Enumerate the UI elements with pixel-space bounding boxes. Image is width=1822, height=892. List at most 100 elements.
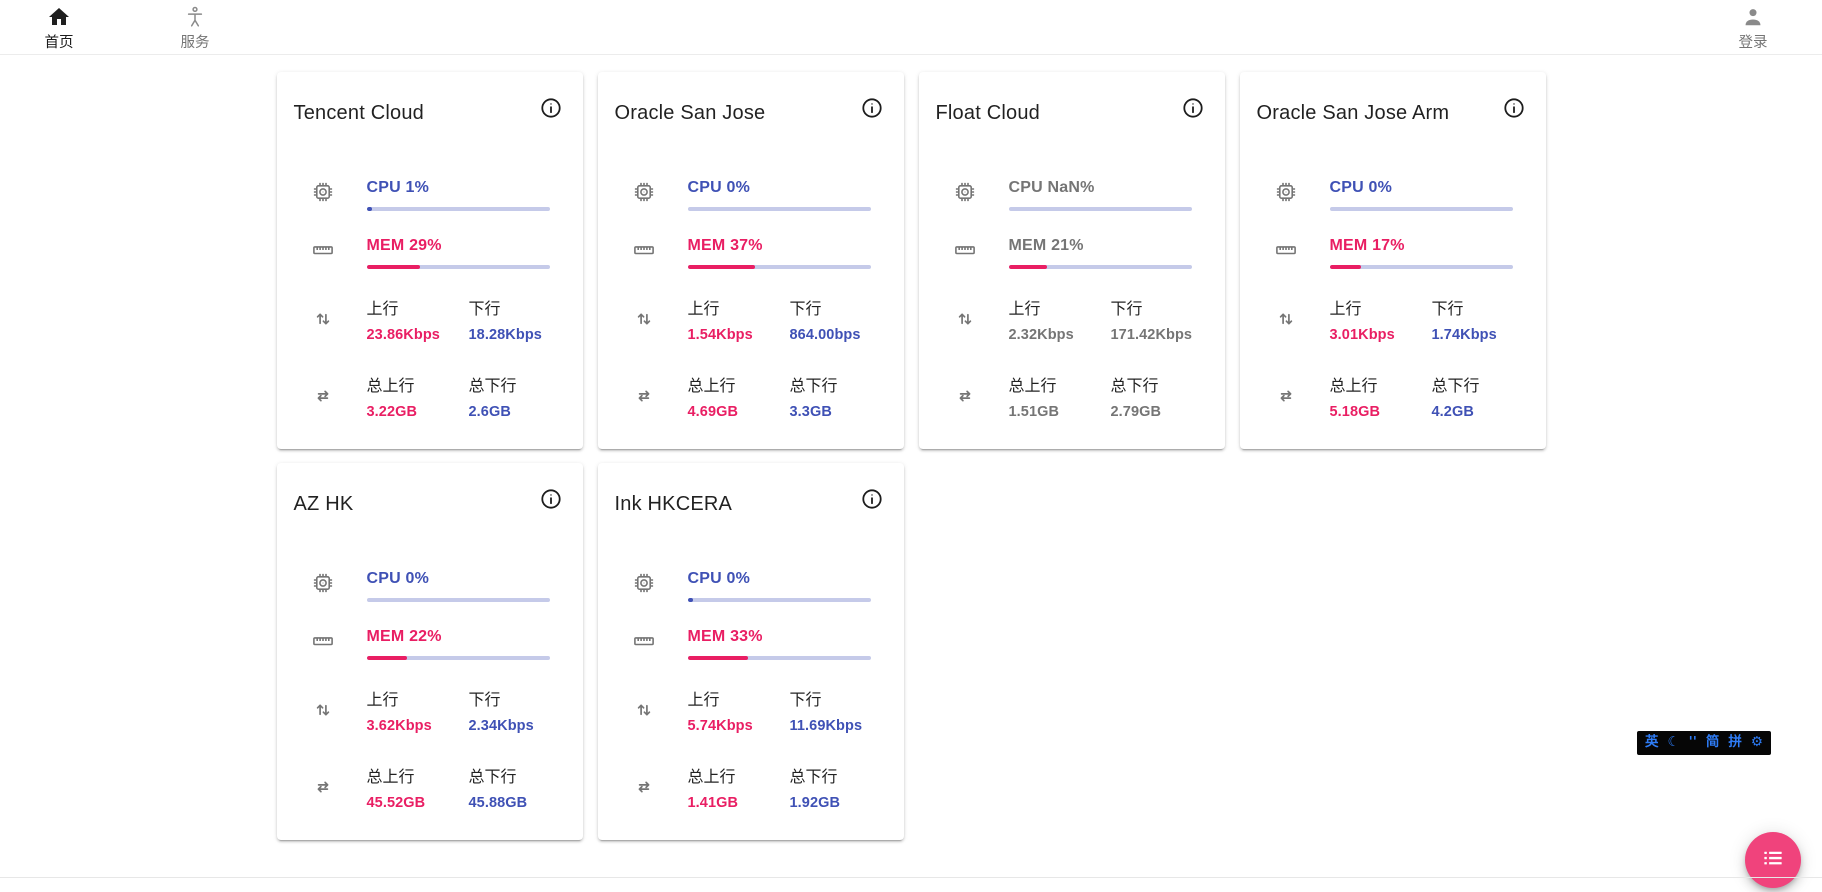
upload-speed: 2.32Kbps — [1008, 327, 1074, 343]
cpu-chip-icon — [615, 179, 688, 211]
total-row: 总上行 1.51GB 总下行 2.79GB — [936, 372, 1205, 420]
cpu-progress-track — [1329, 207, 1513, 211]
download-label: 下行 — [468, 301, 501, 318]
cpu-usage-text: CPU 0% — [366, 570, 430, 587]
cpu-row: CPU 0% — [294, 570, 563, 602]
up-down-arrows-icon — [615, 686, 688, 734]
cpu-progress-track — [687, 207, 871, 211]
total-download-label: 总下行 — [789, 378, 838, 395]
total-download-value: 2.79GB — [1110, 404, 1162, 420]
info-icon[interactable] — [860, 487, 884, 511]
server-card: Oracle San Jose Arm — [1239, 72, 1546, 449]
total-download-label: 总下行 — [1110, 378, 1159, 395]
memory-ruler-icon — [615, 628, 688, 660]
nav-item-home[interactable]: 首页 — [29, 5, 89, 51]
total-row: 总上行 1.41GB 总下行 1.92GB — [615, 763, 884, 811]
accessibility-icon — [183, 5, 207, 33]
total-upload-value: 45.52GB — [366, 795, 426, 811]
total-row: 总上行 3.22GB 总下行 2.6GB — [294, 372, 563, 420]
pinyin-icon[interactable]: 拼 — [1728, 734, 1742, 751]
server-card: Oracle San Jose — [597, 72, 904, 449]
download-label: 下行 — [1110, 301, 1143, 318]
total-upload-label: 总上行 — [1329, 378, 1378, 395]
list-icon — [1760, 845, 1786, 876]
server-metrics: CPU 0% MEM 17% — [1257, 179, 1526, 420]
upload-speed: 23.86Kbps — [366, 327, 440, 343]
mem-usage-text: MEM 33% — [687, 628, 763, 645]
download-label: 下行 — [1431, 301, 1464, 318]
up-down-arrows-icon — [294, 686, 367, 734]
total-download-label: 总下行 — [468, 378, 517, 395]
info-icon[interactable] — [1502, 96, 1526, 120]
mem-progress-fill — [687, 265, 756, 269]
gear-icon[interactable]: ⚙ — [1750, 734, 1763, 751]
mem-progress-track — [687, 265, 871, 269]
server-card: Tencent Cloud — [276, 72, 583, 449]
speed-row: 上行 2.32Kbps 下行 171.42Kbps — [936, 295, 1205, 343]
total-row: 总上行 5.18GB 总下行 4.2GB — [1257, 372, 1526, 420]
punctuation-icon[interactable]: '' — [1688, 734, 1697, 751]
nav-item-services[interactable]: 服务 — [165, 5, 225, 51]
server-card: Float Cloud — [918, 72, 1225, 449]
download-label: 下行 — [789, 301, 822, 318]
cpu-usage-text: CPU 0% — [1329, 179, 1393, 196]
memory-ruler-icon — [615, 237, 688, 269]
info-icon[interactable] — [539, 487, 563, 511]
memory-ruler-icon — [294, 628, 367, 660]
cpu-row: CPU NaN% — [936, 179, 1205, 211]
swap-arrows-icon — [1257, 372, 1330, 420]
server-grid: Tencent Cloud — [276, 72, 1546, 840]
memory-ruler-icon — [1257, 237, 1330, 269]
mem-progress-track — [687, 656, 871, 660]
swap-arrows-icon — [615, 372, 688, 420]
info-icon[interactable] — [539, 96, 563, 120]
speed-row: 上行 3.62Kbps 下行 2.34Kbps — [294, 686, 563, 734]
cpu-usage-text: CPU 0% — [687, 179, 751, 196]
mem-usage-text: MEM 17% — [1329, 237, 1405, 254]
footer-divider — [0, 877, 1822, 878]
person-icon — [1741, 5, 1765, 33]
swap-arrows-icon — [294, 372, 367, 420]
cpu-chip-icon — [294, 570, 367, 602]
total-download-value: 4.2GB — [1431, 404, 1474, 420]
nav-item-login[interactable]: 登录 — [1723, 5, 1783, 51]
server-card-header: Oracle San Jose Arm — [1257, 96, 1526, 125]
nav-item-login-label: 登录 — [1738, 35, 1768, 52]
download-speed: 1.74Kbps — [1431, 327, 1497, 343]
total-upload-label: 总上行 — [366, 769, 415, 786]
mem-row: MEM 37% — [615, 237, 884, 269]
info-icon[interactable] — [1181, 96, 1205, 120]
mem-progress-track — [366, 656, 550, 660]
mem-progress-track — [366, 265, 550, 269]
swap-arrows-icon — [936, 372, 1009, 420]
total-upload-label: 总上行 — [366, 378, 415, 395]
server-name: Oracle San Jose Arm — [1256, 102, 1450, 124]
mem-progress-fill — [366, 656, 407, 660]
cpu-row: CPU 0% — [615, 179, 884, 211]
server-metrics: CPU 0% MEM 22% — [294, 570, 563, 811]
cpu-progress-fill — [687, 598, 693, 602]
server-name: AZ HK — [293, 493, 354, 515]
upload-speed: 3.01Kbps — [1329, 327, 1395, 343]
server-card-header: Float Cloud — [936, 96, 1205, 125]
simplified-chinese-icon[interactable]: 简 — [1705, 734, 1720, 751]
upload-label: 上行 — [366, 301, 399, 318]
moon-icon[interactable]: ☾ — [1667, 734, 1680, 751]
mem-progress-fill — [687, 656, 748, 660]
speed-row: 上行 3.01Kbps 下行 1.74Kbps — [1257, 295, 1526, 343]
mem-progress-fill — [1008, 265, 1047, 269]
info-icon[interactable] — [860, 96, 884, 120]
top-nav: 首页 服务 登录 — [0, 0, 1822, 55]
download-label: 下行 — [468, 692, 501, 709]
upload-label: 上行 — [687, 301, 720, 318]
english-mode-icon[interactable]: 英 — [1645, 734, 1659, 751]
mem-row: MEM 21% — [936, 237, 1205, 269]
total-upload-value: 1.41GB — [687, 795, 739, 811]
upload-label: 上行 — [687, 692, 720, 709]
server-list-fab[interactable] — [1745, 832, 1801, 888]
swap-arrows-icon — [294, 763, 367, 811]
mem-row: MEM 22% — [294, 628, 563, 660]
up-down-arrows-icon — [615, 295, 688, 343]
server-card-header: Tencent Cloud — [294, 96, 563, 125]
ime-toolbar: 英 ☾ '' 简 拼 ⚙ — [1637, 731, 1771, 755]
